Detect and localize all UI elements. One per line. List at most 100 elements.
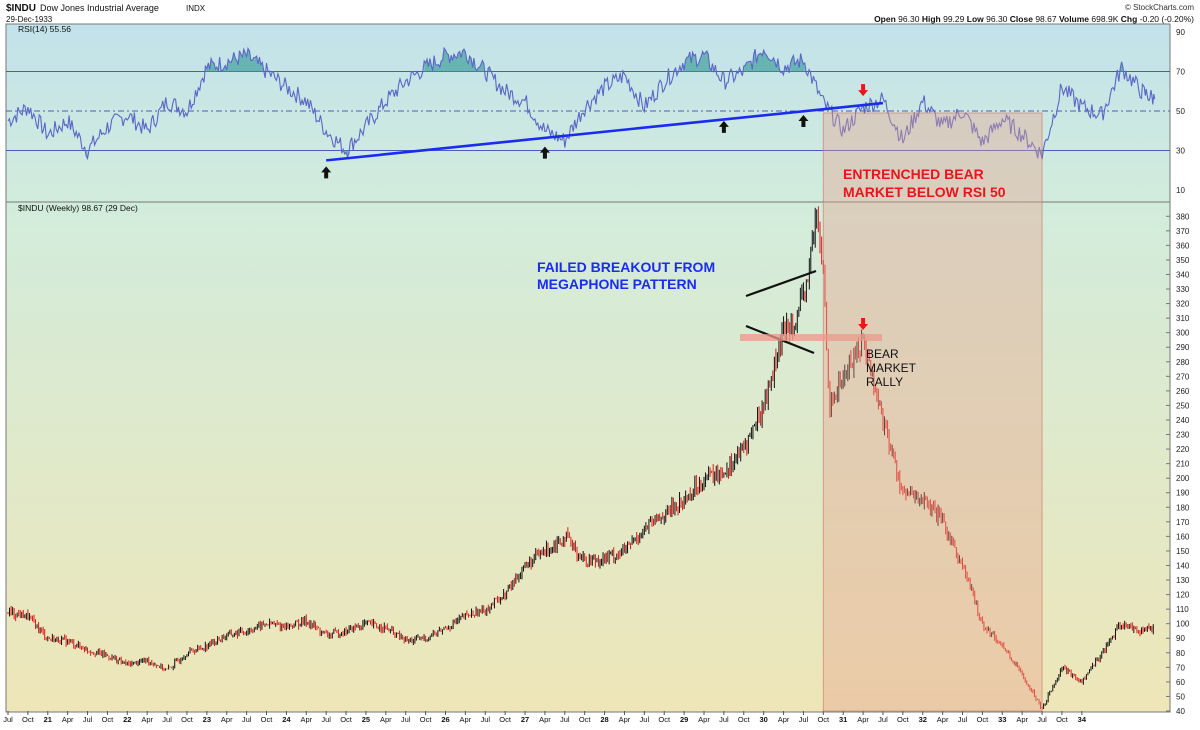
x-tick-label: 34 [1078, 715, 1087, 724]
price-tick-label: 40 [1176, 707, 1185, 716]
price-panel-background [5, 201, 1171, 713]
rsi-y-axis: 90 70 50 30 10 [1176, 28, 1185, 195]
price-tick-label: 320 [1176, 300, 1190, 309]
close-value: 98.67 [1035, 14, 1057, 24]
x-tick-label: Apr [778, 715, 790, 724]
x-tick-label: 28 [600, 715, 608, 724]
x-tick-label: 22 [123, 715, 131, 724]
x-tick-label: Apr [221, 715, 233, 724]
x-tick-label: Jul [799, 715, 809, 724]
x-axis: Jul Oct 21 Apr Jul Oct 22 Apr Jul Oct 23 Apr Jul Oct 2… [3, 711, 1087, 724]
price-tick-label: 120 [1176, 591, 1190, 600]
x-tick-label: Jul [83, 715, 93, 724]
entrenched-bear-line-2: MARKET BELOW RSI 50 [843, 184, 1006, 200]
red-arrow-icon [858, 318, 869, 330]
x-tick-label: Apr [539, 715, 551, 724]
rsi-tick-label: 90 [1176, 28, 1185, 37]
x-tick-label: Oct [897, 715, 910, 724]
bear-rally-line-2: MARKET [866, 361, 917, 375]
rsi-tick-label: 30 [1176, 147, 1185, 156]
rsi-tick-label: 70 [1176, 68, 1185, 77]
x-tick-label: Jul [3, 715, 13, 724]
copyright-label: © StockCharts.com [1125, 3, 1194, 12]
price-tick-label: 190 [1176, 489, 1190, 498]
bear-rally-line-3: RALLY [866, 375, 903, 389]
price-tick-label: 270 [1176, 372, 1190, 381]
x-tick-label: 33 [998, 715, 1006, 724]
price-tick-label: 90 [1176, 634, 1185, 643]
x-tick-label: Jul [640, 715, 650, 724]
x-tick-label: 21 [44, 715, 52, 724]
x-tick-label: Apr [141, 715, 153, 724]
chg-value: -0.20 (-0.20%) [1140, 14, 1194, 24]
black-arrow-icon [798, 115, 809, 127]
volume-value: 698.9K [1091, 14, 1118, 24]
x-tick-label: Jul [401, 715, 411, 724]
price-tick-label: 380 [1176, 212, 1190, 221]
x-tick-label: Jul [878, 715, 888, 724]
entrenched-bear-line-1: ENTRENCHED BEAR [843, 166, 984, 182]
rsi-levels [6, 71, 1170, 151]
x-tick-label: Oct [340, 715, 353, 724]
price-tick-label: 340 [1176, 270, 1190, 279]
price-tick-label: 370 [1176, 227, 1190, 236]
chg-label: Chg [1121, 14, 1138, 24]
price-tick-label: 360 [1176, 241, 1190, 250]
low-label: Low [967, 14, 984, 24]
black-arrow-icon [321, 166, 332, 179]
rsi-panel-title: RSI(14) 55.56 [18, 24, 71, 34]
x-tick-label: Jul [958, 715, 968, 724]
price-tick-label: 260 [1176, 387, 1190, 396]
high-value: 99.29 [943, 14, 965, 24]
price-tick-label: 160 [1176, 532, 1190, 541]
failed-breakout-line-2: MEGAPHONE PATTERN [537, 276, 697, 292]
x-tick-label: Jul [162, 715, 172, 724]
x-tick-label: Apr [698, 715, 710, 724]
price-tick-label: 80 [1176, 649, 1185, 658]
x-tick-label: 26 [441, 715, 449, 724]
price-tick-label: 130 [1176, 576, 1190, 585]
bear-rally-line-1: BEAR [866, 347, 899, 361]
x-tick-label: 25 [362, 715, 370, 724]
price-tick-label: 170 [1176, 518, 1190, 527]
x-tick-label: Apr [460, 715, 472, 724]
red-arrow-icon [858, 84, 869, 97]
price-panel-title: $INDU (Weekly) 98.67 (29 Dec) [18, 203, 138, 213]
x-tick-label: 31 [839, 715, 847, 724]
index-name: Dow Jones Industrial Average [40, 3, 159, 13]
x-tick-label: Apr [857, 715, 869, 724]
black-arrow-icon [718, 120, 729, 133]
chart-date: 29-Dec-1933 [6, 15, 53, 24]
x-tick-label: Oct [499, 715, 512, 724]
x-tick-label: Oct [817, 715, 830, 724]
high-label: High [922, 14, 941, 24]
price-tick-label: 110 [1176, 605, 1189, 614]
price-tick-label: 180 [1176, 503, 1190, 512]
rsi-oversold-fill [86, 150, 88, 159]
price-tick-label: 60 [1176, 678, 1185, 687]
x-tick-label: Oct [181, 715, 194, 724]
price-tick-label: 310 [1176, 314, 1190, 323]
x-tick-label: Oct [261, 715, 274, 724]
black-arrow-icon [539, 146, 550, 159]
price-tick-label: 220 [1176, 445, 1190, 454]
x-tick-label: Apr [300, 715, 312, 724]
resistance-zone [740, 334, 882, 341]
x-tick-label: Oct [738, 715, 751, 724]
x-tick-label: Oct [420, 715, 433, 724]
bear-market-shade [822, 112, 1043, 712]
x-tick-label: 24 [282, 715, 291, 724]
x-tick-label: 29 [680, 715, 688, 724]
price-tick-label: 140 [1176, 561, 1190, 570]
low-value: 96.30 [986, 14, 1008, 24]
x-tick-label: Jul [1037, 715, 1047, 724]
x-tick-label: Apr [619, 715, 631, 724]
rsi-tick-label: 10 [1176, 186, 1185, 195]
x-tick-label: Apr [1016, 715, 1028, 724]
exchange-label: INDX [186, 4, 206, 13]
failed-breakout-line-1: FAILED BREAKOUT FROM [537, 259, 715, 275]
price-tick-label: 230 [1176, 431, 1190, 440]
rsi-overbought-fill [219, 48, 264, 72]
price-tick-label: 210 [1176, 460, 1190, 469]
x-tick-label: Jul [480, 715, 490, 724]
